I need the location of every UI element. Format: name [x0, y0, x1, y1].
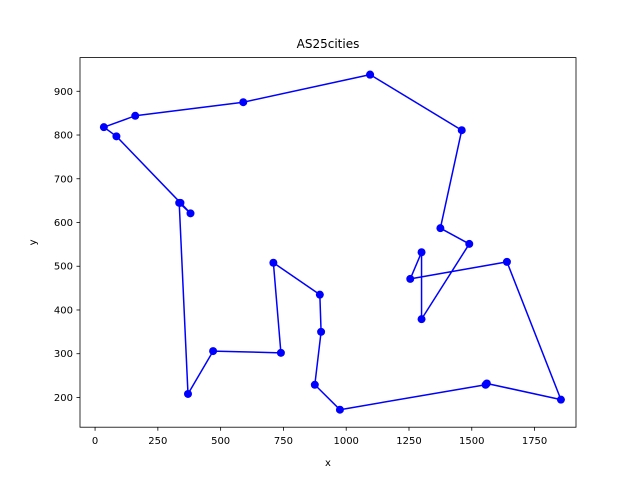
y-axis: 200 300 400 500 600 700 800 900	[54, 87, 80, 404]
data-point	[465, 239, 474, 248]
x-tick-label: 750	[274, 436, 293, 447]
data-point	[175, 198, 184, 207]
data-point	[239, 98, 248, 107]
plot-background	[80, 57, 576, 428]
y-axis-label: y	[28, 239, 39, 245]
y-tick-label: 300	[54, 349, 73, 360]
series-layer	[99, 70, 565, 414]
data-point	[186, 209, 195, 218]
x-tick-label: 1750	[522, 436, 547, 447]
data-point	[457, 126, 466, 135]
x-axis-label: x	[325, 458, 331, 469]
data-point	[310, 380, 319, 389]
data-point	[502, 257, 511, 266]
y-tick-label: 800	[54, 131, 73, 142]
x-tick-label: 1000	[333, 436, 358, 447]
data-point	[417, 248, 426, 257]
data-point	[315, 290, 324, 299]
data-point	[112, 132, 121, 141]
x-tick-label: 500	[211, 436, 230, 447]
data-point	[183, 389, 192, 398]
data-point	[556, 395, 565, 404]
data-point	[366, 70, 375, 79]
data-point	[406, 274, 415, 283]
x-tick-label: 1500	[459, 436, 484, 447]
y-tick-label: 700	[54, 174, 73, 185]
x-tick-label: 1250	[396, 436, 421, 447]
y-tick-label: 400	[54, 305, 73, 316]
data-point	[276, 348, 285, 357]
data-point	[209, 347, 218, 356]
data-point	[482, 379, 491, 388]
data-point	[317, 327, 326, 336]
y-tick-label: 500	[54, 262, 73, 273]
data-point	[99, 123, 108, 132]
x-tick-label: 250	[148, 436, 167, 447]
data-point	[335, 405, 344, 414]
y-tick-label: 900	[54, 87, 73, 98]
plot-frame	[79, 57, 577, 428]
x-axis: 0 250 500 750 1000 1250 1500 1750	[92, 427, 547, 447]
data-point	[417, 315, 426, 324]
chart-title: AS25cities	[297, 37, 360, 51]
x-tick-label: 0	[92, 436, 98, 447]
data-point	[436, 224, 445, 233]
data-point	[131, 111, 140, 120]
y-tick-label: 200	[54, 393, 73, 404]
data-point	[269, 258, 278, 267]
y-tick-label: 600	[54, 218, 73, 229]
